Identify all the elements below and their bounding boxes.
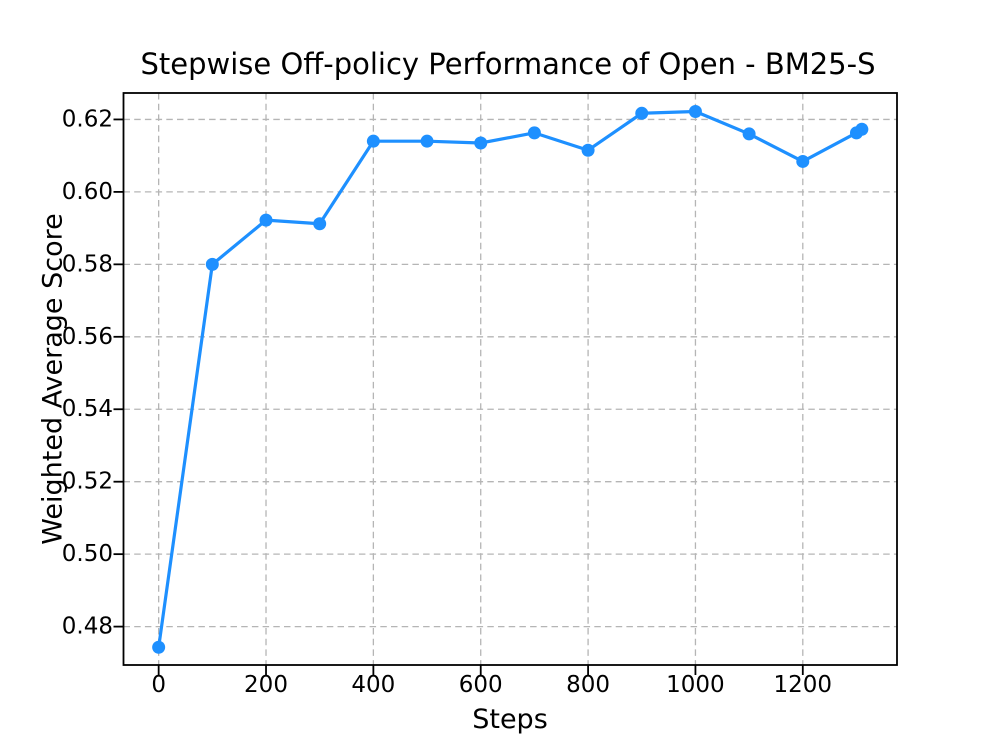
data-point-marker	[420, 134, 434, 148]
y-tick-label: 0.62	[62, 106, 113, 132]
data-point-marker	[205, 257, 219, 271]
y-tick-label: 0.60	[62, 179, 113, 205]
axes-layer: 0 200 400 600 800 1000 1200 0.48 0.50 0.52 0.54 0.5…	[62, 92, 898, 698]
data-layer	[152, 104, 869, 654]
data-point-marker	[527, 126, 541, 140]
grid-layer	[123, 93, 897, 665]
y-tick-label: 0.52	[62, 469, 113, 495]
data-point-marker	[366, 134, 380, 148]
y-axis-label: Weighted Average Score	[38, 213, 69, 544]
x-axis-label: Steps	[472, 704, 548, 735]
data-point-marker	[855, 122, 869, 136]
data-point-marker	[635, 106, 649, 120]
y-tick-label: 0.56	[62, 324, 113, 350]
x-tick-label: 400	[351, 672, 395, 698]
x-tick-label: 600	[459, 672, 503, 698]
data-point-marker	[796, 154, 810, 168]
y-tick-label: 0.48	[62, 614, 113, 640]
data-point-marker	[581, 143, 595, 157]
x-tick-label: 200	[244, 672, 288, 698]
data-point-marker	[152, 640, 166, 654]
data-point-marker	[474, 136, 488, 150]
chart-title: Stepwise Off-policy Performance of Open …	[140, 47, 875, 81]
y-tick-label: 0.54	[62, 396, 113, 422]
x-tick-label: 1200	[774, 672, 833, 698]
x-tick-label: 800	[566, 672, 610, 698]
x-tick-label: 1000	[666, 672, 725, 698]
data-point-marker	[742, 127, 756, 141]
x-tick-label: 0	[151, 672, 166, 698]
y-tick-label: 0.50	[62, 541, 113, 567]
data-point-marker	[259, 213, 273, 227]
y-tick-label: 0.58	[62, 251, 113, 277]
data-point-marker	[688, 104, 702, 118]
plot-border	[122, 92, 898, 666]
data-point-marker	[313, 217, 327, 231]
